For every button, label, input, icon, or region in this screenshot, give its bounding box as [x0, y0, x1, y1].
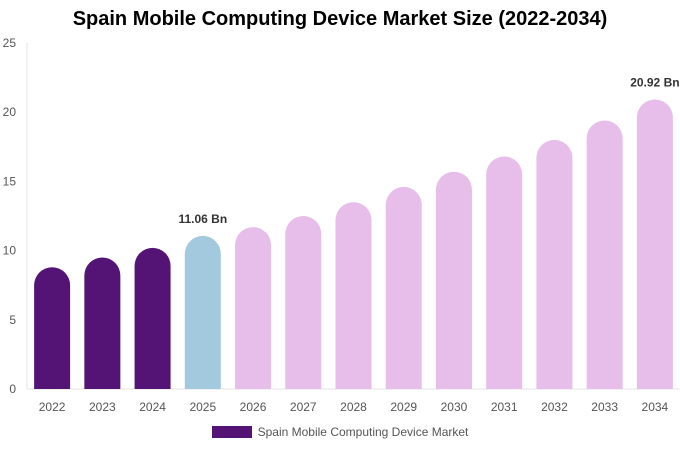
y-tick-label: 25: [3, 36, 17, 50]
bar-2024: [134, 247, 171, 389]
x-tick-label: 2028: [340, 400, 367, 414]
y-tick-label: 5: [9, 313, 16, 327]
y-tick-label: 10: [3, 244, 17, 258]
legend-label: Spain Mobile Computing Device Market: [257, 425, 469, 439]
bar-2032: [536, 139, 573, 389]
x-tick-label: 2031: [491, 400, 518, 414]
data-label: 20.92 Bn: [630, 75, 679, 89]
data-label: 11.06 Bn: [178, 212, 227, 226]
y-tick-label: 20: [3, 105, 17, 119]
x-tick-label: 2027: [290, 400, 317, 414]
x-tick-label: 2025: [189, 400, 216, 414]
x-tick-label: 2033: [591, 400, 618, 414]
bar-2030: [435, 171, 472, 389]
y-tick-label: 15: [3, 174, 17, 188]
x-tick-label: 2023: [89, 400, 116, 414]
bar-2025: [184, 235, 221, 389]
bar-2031: [486, 156, 523, 389]
x-tick-label: 2032: [541, 400, 568, 414]
bar-2023: [84, 257, 121, 389]
x-tick-label: 2026: [240, 400, 267, 414]
x-tick-label: 2024: [139, 400, 166, 414]
x-tick-label: 2029: [390, 400, 417, 414]
legend: Spain Mobile Computing Device Market: [0, 425, 680, 439]
bar-2029: [385, 186, 422, 389]
bar-2026: [235, 227, 272, 389]
y-tick-label: 0: [9, 382, 16, 396]
legend-swatch: [211, 426, 252, 438]
x-tick-label: 2030: [441, 400, 468, 414]
chart-title: Spain Mobile Computing Device Market Siz…: [72, 8, 608, 30]
bar-2033: [586, 120, 623, 389]
bar-2028: [335, 202, 372, 389]
bar-2034: [636, 99, 673, 390]
bar-2022: [34, 267, 71, 389]
bar-2027: [285, 216, 322, 389]
x-tick-label: 2034: [642, 400, 669, 414]
x-tick-label: 2022: [39, 400, 66, 414]
